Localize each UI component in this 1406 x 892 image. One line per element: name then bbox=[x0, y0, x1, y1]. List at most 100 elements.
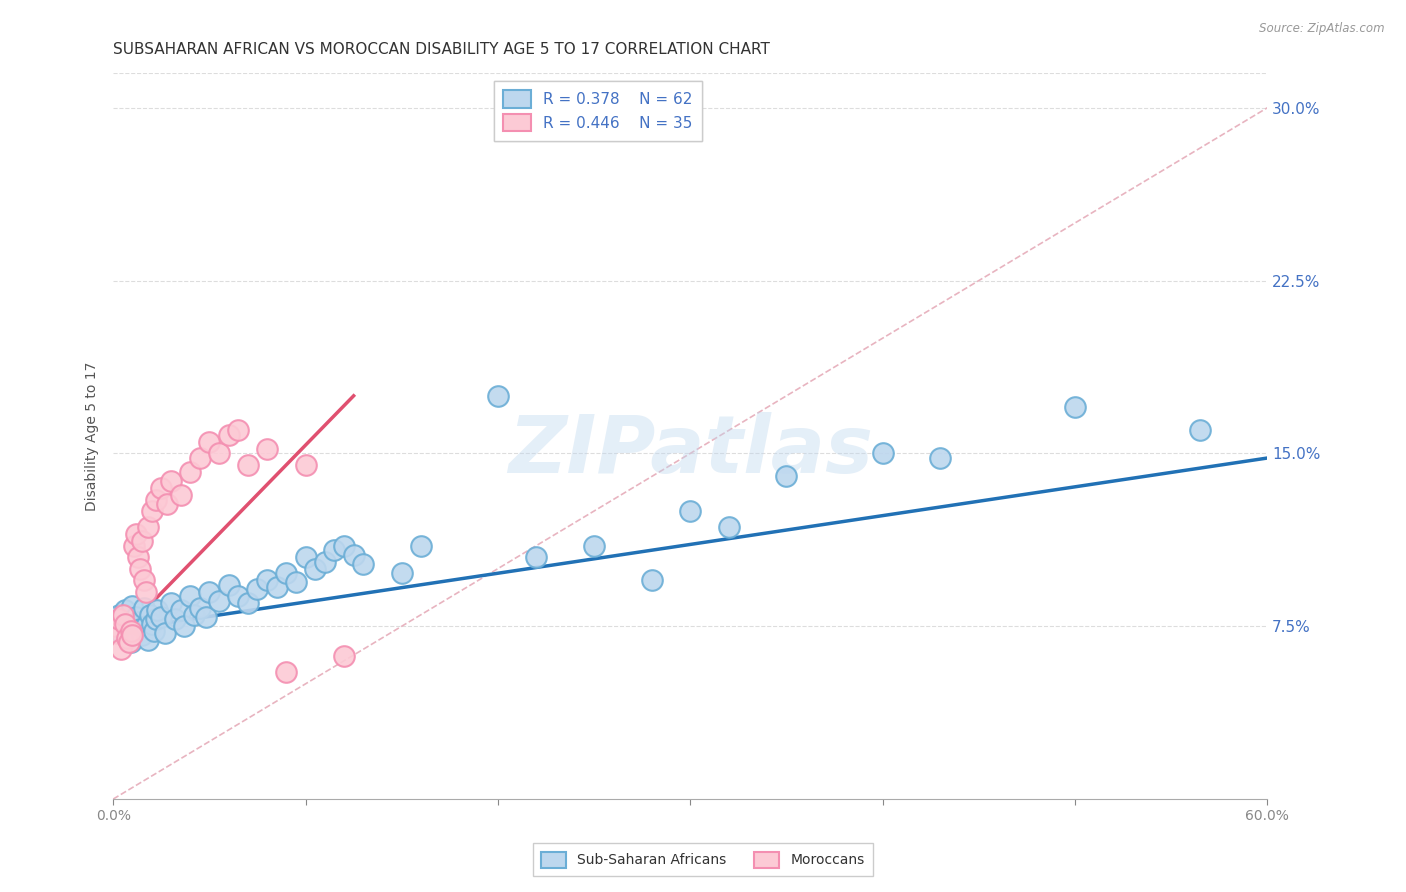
Point bbox=[121, 628, 143, 642]
Point bbox=[142, 624, 165, 638]
Point bbox=[108, 612, 131, 626]
Point bbox=[146, 603, 169, 617]
Point bbox=[304, 561, 326, 575]
Point bbox=[153, 626, 176, 640]
Point bbox=[679, 504, 702, 518]
Point bbox=[343, 548, 366, 562]
Point bbox=[218, 578, 240, 592]
Point bbox=[115, 631, 138, 645]
Point bbox=[150, 610, 173, 624]
Point bbox=[169, 488, 191, 502]
Point bbox=[108, 607, 131, 622]
Point bbox=[105, 619, 128, 633]
Point bbox=[236, 458, 259, 472]
Point bbox=[173, 619, 195, 633]
Point bbox=[145, 612, 167, 626]
Point bbox=[284, 575, 307, 590]
Point bbox=[129, 622, 152, 636]
Point bbox=[138, 607, 160, 622]
Point bbox=[141, 616, 163, 631]
Point bbox=[156, 497, 179, 511]
Point bbox=[294, 458, 316, 472]
Point bbox=[1064, 401, 1087, 415]
Point bbox=[141, 504, 163, 518]
Point bbox=[208, 594, 231, 608]
Point bbox=[872, 446, 894, 460]
Point bbox=[179, 589, 201, 603]
Point bbox=[120, 635, 142, 649]
Text: SUBSAHARAN AFRICAN VS MOROCCAN DISABILITY AGE 5 TO 17 CORRELATION CHART: SUBSAHARAN AFRICAN VS MOROCCAN DISABILIT… bbox=[114, 42, 770, 57]
Point bbox=[115, 631, 138, 645]
Point bbox=[110, 626, 132, 640]
Point bbox=[117, 635, 139, 649]
Point bbox=[160, 596, 183, 610]
Point bbox=[323, 543, 346, 558]
Point bbox=[314, 555, 336, 569]
Point bbox=[111, 607, 134, 622]
Point bbox=[333, 539, 356, 553]
Point bbox=[409, 539, 432, 553]
Point bbox=[198, 434, 221, 449]
Point bbox=[124, 539, 146, 553]
Point bbox=[352, 557, 374, 571]
Point bbox=[294, 550, 316, 565]
Point bbox=[121, 599, 143, 613]
Point bbox=[136, 520, 159, 534]
Point bbox=[129, 561, 152, 575]
Point bbox=[929, 450, 952, 465]
Point bbox=[246, 582, 269, 597]
Point bbox=[132, 573, 155, 587]
Legend: R = 0.378    N = 62, R = 0.446    N = 35: R = 0.378 N = 62, R = 0.446 N = 35 bbox=[495, 81, 702, 141]
Point bbox=[104, 619, 127, 633]
Point bbox=[717, 520, 740, 534]
Point bbox=[524, 550, 547, 565]
Point bbox=[163, 612, 186, 626]
Point bbox=[169, 603, 191, 617]
Point bbox=[256, 573, 278, 587]
Point bbox=[1188, 423, 1211, 437]
Point bbox=[226, 589, 249, 603]
Point bbox=[160, 474, 183, 488]
Point bbox=[188, 600, 211, 615]
Point bbox=[391, 566, 413, 581]
Point bbox=[150, 481, 173, 495]
Text: Source: ZipAtlas.com: Source: ZipAtlas.com bbox=[1260, 22, 1385, 36]
Point bbox=[276, 665, 298, 680]
Point bbox=[256, 442, 278, 456]
Point bbox=[131, 628, 153, 642]
Point bbox=[114, 603, 136, 617]
Point bbox=[194, 610, 217, 624]
Point bbox=[117, 616, 139, 631]
Point bbox=[188, 450, 211, 465]
Point bbox=[179, 465, 201, 479]
Point bbox=[110, 642, 132, 657]
Point bbox=[127, 550, 149, 565]
Point bbox=[198, 584, 221, 599]
Point bbox=[266, 580, 288, 594]
Point bbox=[226, 423, 249, 437]
Point bbox=[124, 624, 146, 638]
Point bbox=[333, 649, 356, 664]
Point bbox=[183, 607, 205, 622]
Point bbox=[135, 584, 157, 599]
Legend: Sub-Saharan Africans, Moroccans: Sub-Saharan Africans, Moroccans bbox=[533, 844, 873, 876]
Point bbox=[120, 624, 142, 638]
Y-axis label: Disability Age 5 to 17: Disability Age 5 to 17 bbox=[86, 361, 100, 511]
Point bbox=[132, 600, 155, 615]
Point bbox=[127, 615, 149, 629]
Point bbox=[276, 566, 298, 581]
Point bbox=[125, 610, 148, 624]
Point bbox=[775, 469, 797, 483]
Point bbox=[486, 389, 509, 403]
Point bbox=[114, 616, 136, 631]
Point bbox=[131, 533, 153, 548]
Point bbox=[135, 619, 157, 633]
Point bbox=[105, 626, 128, 640]
Point bbox=[641, 573, 664, 587]
Point bbox=[218, 428, 240, 442]
Point bbox=[125, 527, 148, 541]
Point bbox=[111, 612, 134, 626]
Text: ZIPatlas: ZIPatlas bbox=[508, 411, 873, 490]
Point bbox=[136, 633, 159, 648]
Point bbox=[208, 446, 231, 460]
